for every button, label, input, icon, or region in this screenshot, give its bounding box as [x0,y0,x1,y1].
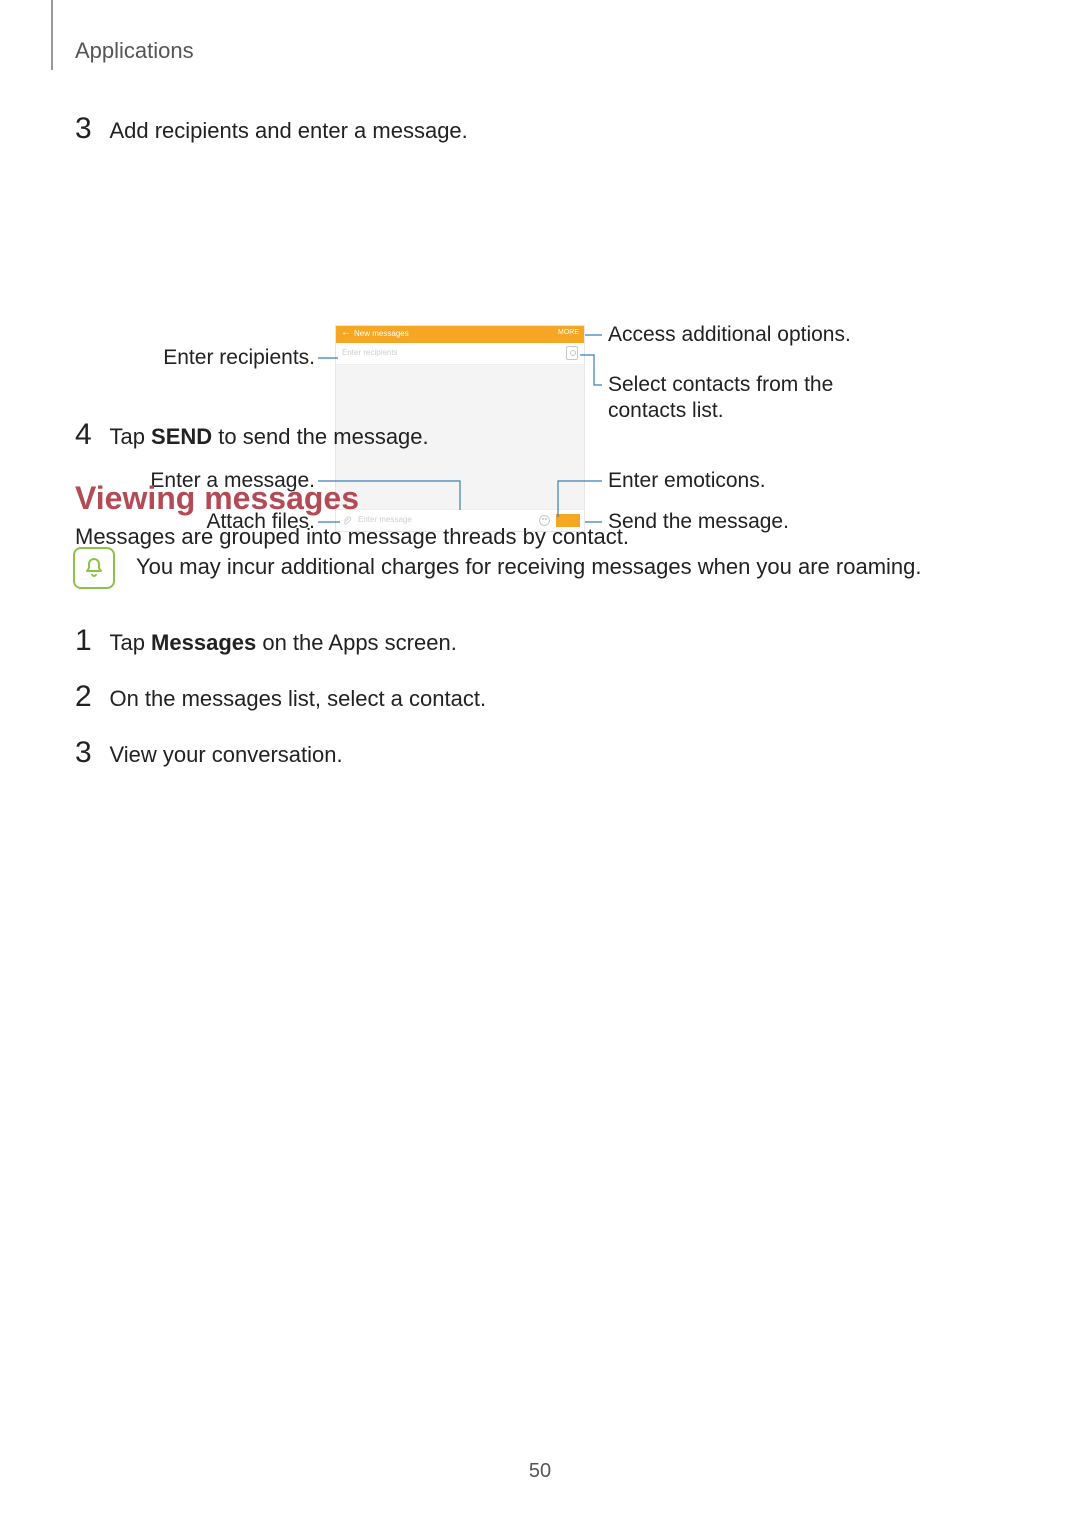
text-prefix: Tap [109,630,151,655]
section-intro: Messages are grouped into message thread… [75,524,629,550]
mock-recipient-placeholder: Enter recipients [342,348,398,357]
step-number: 2 [75,680,105,714]
text-suffix: on the Apps screen. [256,630,457,655]
step-number: 3 [75,736,105,770]
section-heading: Viewing messages [75,480,359,517]
step-text: Add recipients and enter a message. [109,118,467,144]
view-step-1: 1 Tap Messages on the Apps screen. [75,624,457,658]
step-number: 1 [75,624,105,658]
back-arrow-icon: ← [341,329,349,337]
text-bold: SEND [151,424,212,449]
note-bell-icon [73,547,115,589]
mock-input-placeholder: Enter message [358,515,412,524]
text-bold: Messages [151,630,256,655]
page-number: 50 [0,1460,1080,1483]
mock-recipient-row: Enter recipients [336,343,584,365]
text-suffix: to send the message. [212,424,428,449]
callout-select-contacts-l2: contacts list. [608,399,724,423]
callout-enter-recipients: Enter recipients. [75,346,315,370]
mock-more-label: MORE [558,329,579,336]
callout-enter-emoticons: Enter emoticons. [608,469,766,493]
step-text: Tap SEND to send the message. [109,424,428,450]
page: Applications 3 Add recipients and enter … [0,0,1080,1527]
mock-header: ← New messages MORE [336,326,584,343]
step-text: Tap Messages on the Apps screen. [109,630,456,656]
callout-select-contacts-l1: Select contacts from the [608,373,833,397]
step-3: 3 Add recipients and enter a message. [75,112,468,146]
text-prefix: Tap [109,424,151,449]
step-text: On the messages list, select a contact. [109,686,486,712]
step-text: View your conversation. [109,742,342,768]
breadcrumb: Applications [75,38,194,64]
note-text: You may incur additional charges for rec… [136,554,922,580]
spine-rule [51,0,53,70]
view-step-3: 3 View your conversation. [75,736,343,770]
diagram-container: ← New messages MORE Enter recipients Ent… [0,160,1080,400]
view-step-2: 2 On the messages list, select a contact… [75,680,486,714]
contacts-icon [566,346,578,360]
step-number: 3 [75,112,105,146]
callout-send-message: Send the message. [608,510,789,534]
step-number: 4 [75,418,105,452]
step-4: 4 Tap SEND to send the message. [75,418,429,452]
callout-additional-options: Access additional options. [608,323,851,347]
mock-header-title: New messages [354,329,409,338]
